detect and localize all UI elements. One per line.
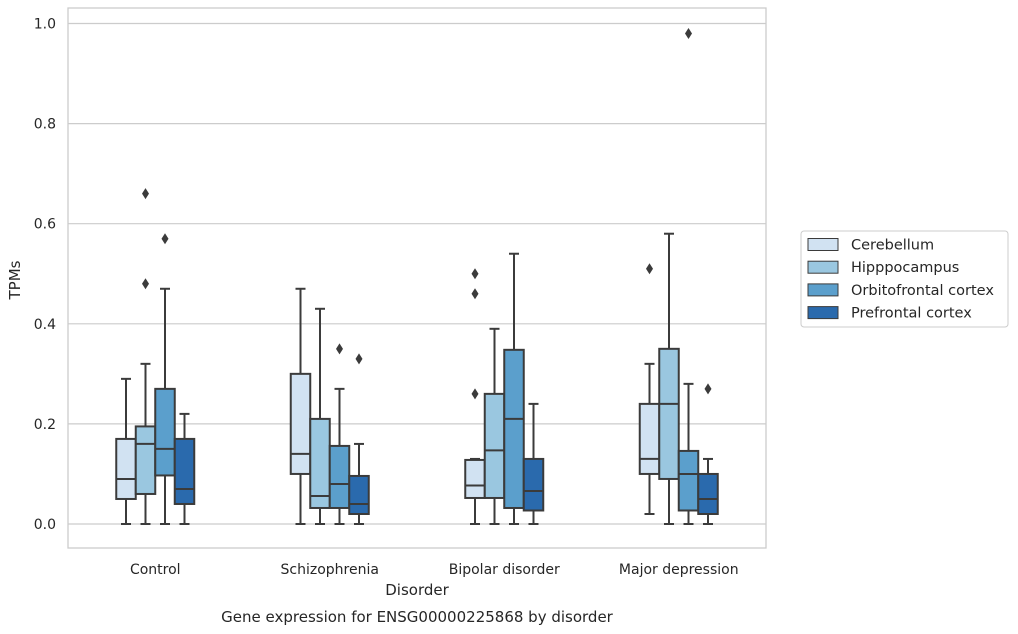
y-tick-label: 0.6 (34, 217, 56, 233)
y-tick-label: 0.0 (34, 517, 56, 533)
box-element (328, 343, 351, 525)
box-iqr (503, 348, 525, 509)
outlier-point (161, 233, 169, 245)
series-group (154, 28, 700, 525)
outlier-point (685, 28, 692, 40)
series-group (134, 188, 680, 525)
y-tick-label: 0.8 (34, 117, 56, 133)
box-iqr (522, 457, 545, 512)
outlier-point (471, 388, 479, 400)
x-tick-labels: Control Schizophrenia Bipolar disorder Majo… (130, 562, 739, 578)
outlier-point (704, 383, 712, 395)
legend-swatch (807, 238, 839, 251)
box-element (503, 252, 525, 525)
outlier-point (336, 343, 343, 355)
box-iqr (309, 417, 331, 509)
outlier-point (355, 353, 363, 365)
box-element (697, 383, 719, 525)
box-element (464, 268, 486, 525)
x-tick-label: Schizophrenia (281, 562, 379, 578)
legend-swatch (807, 260, 839, 274)
figure-caption: Gene expression for ENSG00000225868 by d… (221, 608, 614, 626)
y-tick-label: 1.0 (34, 17, 56, 33)
legend: Cerebellum Hipppocampus Orbitofrontal cort… (800, 230, 1009, 328)
legend-items: Cerebellum Hipppocampus Orbitofrontal cort… (807, 238, 994, 322)
box-element (638, 263, 661, 515)
plot-frame (67, 7, 767, 549)
outlier-point (142, 278, 149, 290)
box-iqr (464, 458, 486, 499)
box-element (309, 307, 331, 525)
outlier-point (142, 188, 149, 200)
box-iqr (697, 472, 719, 515)
box-iqr (328, 444, 351, 509)
outlier-point (471, 268, 479, 280)
box-iqr (134, 425, 157, 495)
x-axis-label: Disorder (385, 581, 449, 599)
box-iqr (154, 387, 176, 477)
y-axis-label: TPMs (6, 260, 24, 300)
legend-label: Cerebellum (851, 238, 934, 254)
x-tick-label: Major depression (619, 562, 739, 578)
box-element (677, 28, 700, 525)
box-iqr (638, 402, 661, 475)
legend-label: Orbitofrontal cortex (851, 283, 994, 299)
box-series (115, 28, 719, 525)
y-tick-labels: 0.0 0.2 0.4 0.6 0.8 1.0 (34, 17, 56, 534)
y-tick-label: 0.2 (34, 417, 56, 433)
box-element (522, 402, 545, 525)
legend-frame (800, 230, 1009, 328)
outlier-point (471, 288, 479, 300)
legend-swatch (807, 306, 839, 320)
legend-label: Hipppocampus (851, 260, 959, 276)
outlier-point (646, 263, 653, 275)
legend-swatch (807, 283, 839, 297)
x-tick-label: Control (130, 562, 181, 578)
box-iqr (348, 474, 370, 515)
box-element (173, 412, 196, 525)
y-tick-label: 0.4 (34, 317, 56, 333)
box-iqr (173, 437, 196, 505)
legend-label: Prefrontal cortex (851, 306, 972, 322)
box-iqr (115, 437, 137, 500)
series-group (173, 353, 719, 525)
box-element (658, 232, 680, 525)
box-element (115, 377, 137, 525)
box-element (348, 353, 370, 525)
box-iqr (289, 372, 312, 475)
box-iqr (483, 392, 506, 499)
box-iqr (658, 347, 680, 480)
x-tick-label: Bipolar disorder (449, 562, 560, 578)
box-element (154, 233, 176, 525)
box-iqr (677, 449, 700, 512)
series-group (115, 263, 661, 525)
